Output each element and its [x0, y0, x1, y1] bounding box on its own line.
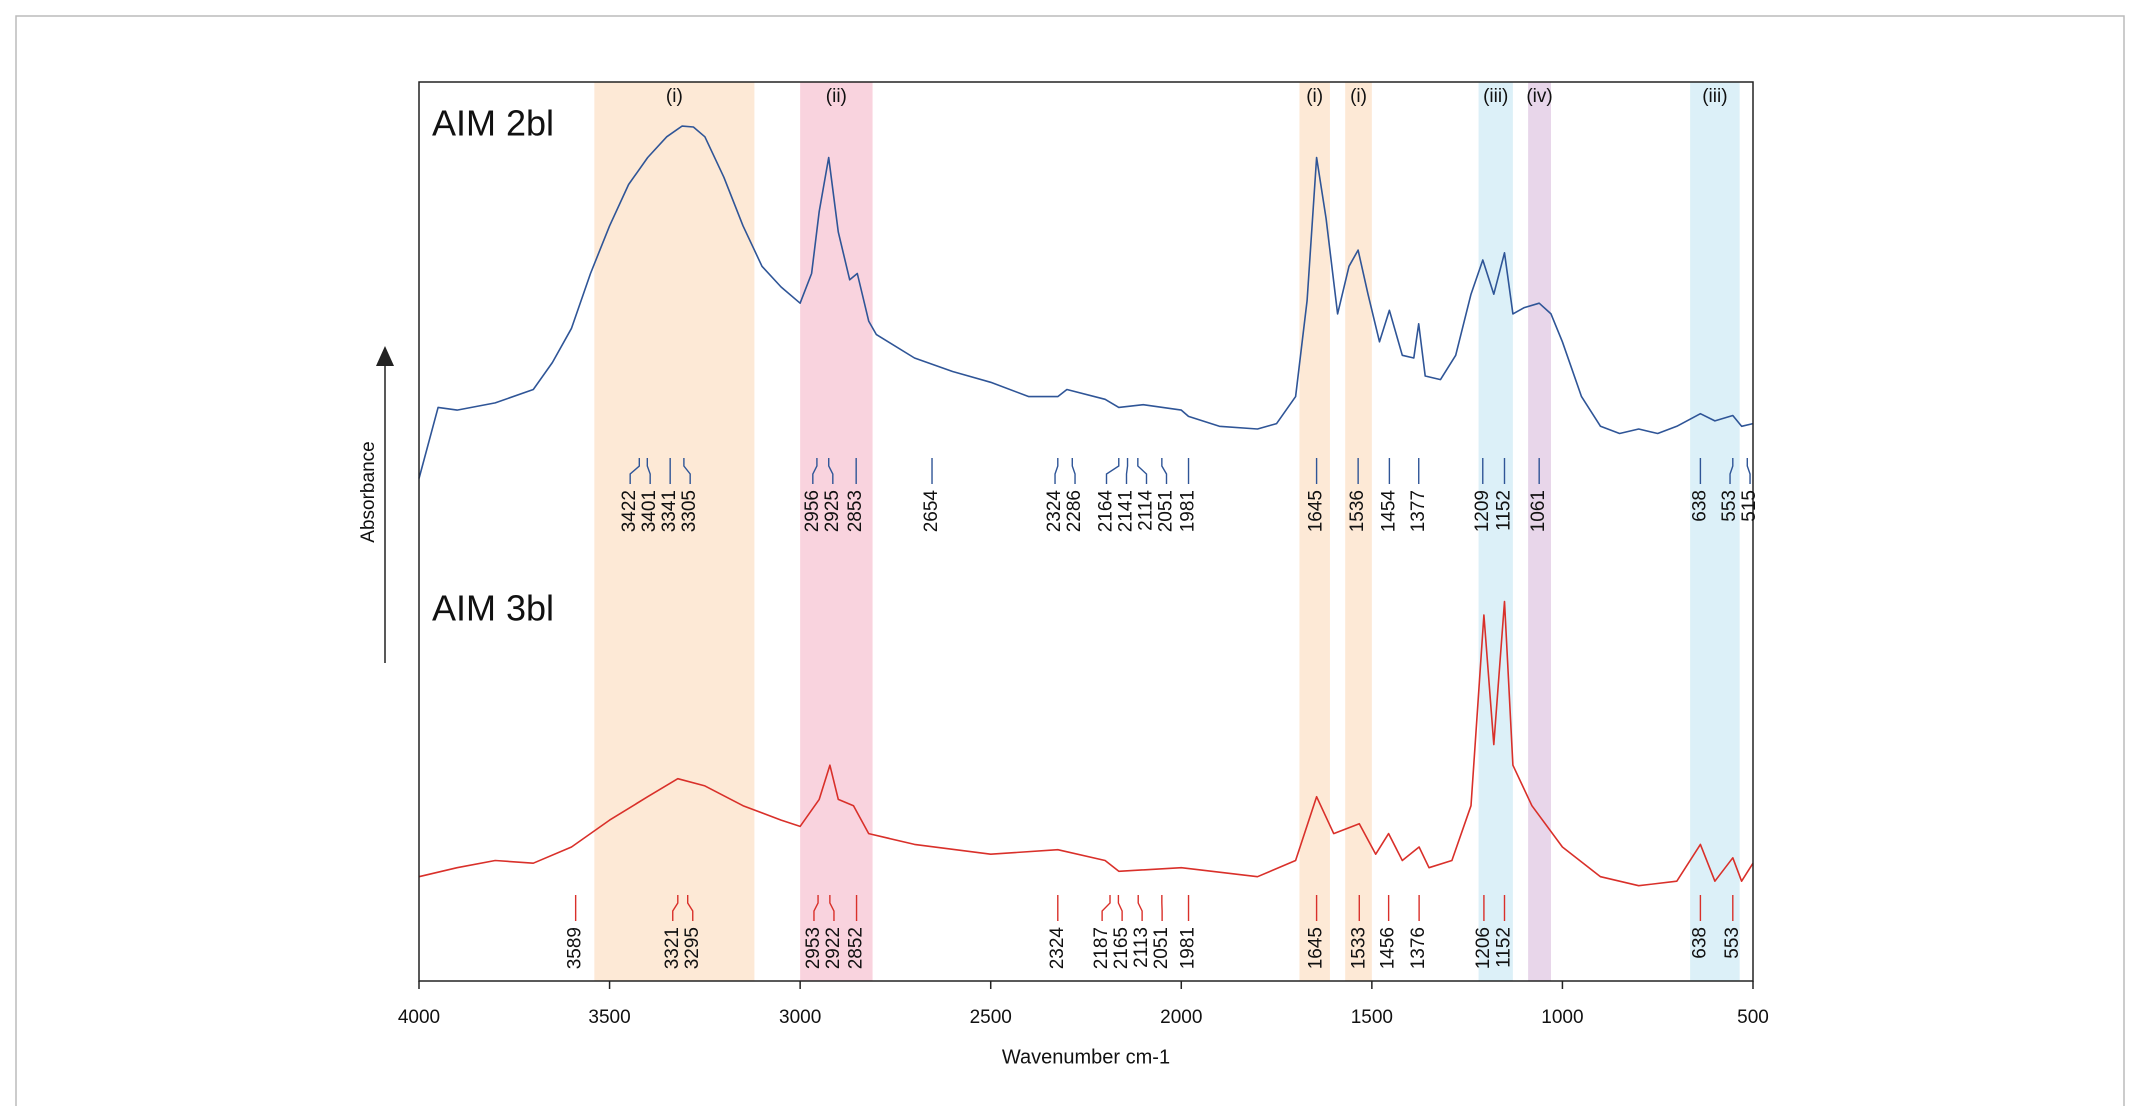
- x-tick-label: 3000: [779, 1007, 821, 1028]
- peak-label: 1645: [1306, 490, 1327, 532]
- peak-label: 3341: [659, 490, 680, 532]
- band-label: (i): [666, 86, 683, 107]
- peak-label: 3589: [565, 927, 586, 969]
- peak-leader: [1137, 458, 1148, 484]
- x-tick-label: 1500: [1351, 1007, 1393, 1028]
- peak-label: 1152: [1494, 927, 1515, 968]
- band: [594, 82, 755, 981]
- peak-label: 1206: [1473, 927, 1494, 969]
- peak-label: 1981: [1178, 490, 1199, 532]
- band-label: (iv): [1526, 86, 1552, 107]
- peak-label: 2286: [1064, 490, 1085, 532]
- figure-border: [15, 15, 2125, 1106]
- x-tick-label: 2500: [970, 1007, 1012, 1028]
- y-arrow-head: [376, 346, 394, 366]
- x-tick-label: 4000: [398, 1007, 440, 1028]
- series-name: AIM 2bl: [432, 103, 554, 144]
- peak-leader: [1746, 458, 1751, 484]
- peak-label: 3295: [682, 927, 703, 969]
- peak-label: 2654: [921, 490, 942, 533]
- peak-leader: [687, 895, 694, 921]
- peak-label: 1456: [1378, 927, 1399, 969]
- peak-leader: [1117, 895, 1123, 921]
- peak-label: 3321: [662, 927, 683, 969]
- peak-leader: [829, 895, 835, 921]
- peak-label: 1376: [1408, 927, 1429, 969]
- peak-leader: [812, 458, 818, 484]
- peak-leader: [1729, 458, 1734, 484]
- peak-label: 553: [1722, 927, 1743, 959]
- y-axis-title: Absorbance: [358, 441, 379, 542]
- band: [1478, 82, 1513, 981]
- peak-leader: [1161, 458, 1168, 484]
- band-label: (iii): [1483, 86, 1508, 107]
- peak-leader: [1137, 895, 1143, 921]
- peak-label: 1209: [1472, 490, 1493, 532]
- peak-leader: [683, 458, 691, 484]
- x-tick-label: 2000: [1160, 1007, 1202, 1028]
- peak-label: 1377: [1408, 490, 1429, 532]
- peak-label: 2852: [846, 927, 867, 969]
- x-axis-title: Wavenumber cm-1: [1002, 1046, 1170, 1068]
- x-tick-label: 500: [1737, 1007, 1769, 1028]
- peak-label: 1061: [1528, 490, 1549, 532]
- peak-leader: [1071, 458, 1076, 484]
- peak-label: 2925: [822, 490, 843, 532]
- spectrum-line: [418, 125, 1754, 479]
- band: [1345, 82, 1372, 981]
- peak-label: 2141: [1116, 490, 1137, 532]
- band-label: (i): [1306, 86, 1323, 107]
- peak-leader: [672, 895, 679, 921]
- peak-label: 515: [1739, 490, 1760, 522]
- series-name: AIM 3bl: [432, 588, 554, 629]
- band-label: (ii): [826, 86, 847, 107]
- peak-label: 2953: [803, 927, 824, 969]
- peak-label: 553: [1719, 490, 1740, 522]
- peak-label: 1536: [1347, 490, 1368, 532]
- peak-leader: [1105, 458, 1120, 484]
- peak-label: 2051: [1156, 490, 1177, 532]
- peak-label: 2187: [1091, 927, 1112, 969]
- peak-label: 2164: [1096, 490, 1117, 533]
- peak-label: 1454: [1378, 490, 1399, 533]
- peak-leader: [1054, 458, 1059, 484]
- peak-label: 2956: [802, 490, 823, 532]
- spectrum-line: [418, 600, 1754, 887]
- peak-label: 2324: [1044, 490, 1065, 533]
- peak-label: 2853: [845, 490, 866, 532]
- peak-label: 1981: [1178, 927, 1199, 969]
- peak-label: 1152: [1494, 490, 1515, 531]
- plot-frame: [418, 81, 1754, 982]
- peak-label: 2165: [1111, 927, 1132, 969]
- peak-label: 3422: [619, 490, 640, 532]
- peak-label: 638: [1689, 927, 1710, 959]
- peak-label: 2922: [823, 927, 844, 969]
- peak-leader: [646, 458, 651, 484]
- peak-label: 2113: [1131, 927, 1152, 968]
- x-tick-label: 1000: [1541, 1007, 1583, 1028]
- peak-label: 2114: [1136, 490, 1157, 531]
- band-label: (iii): [1702, 86, 1727, 107]
- peak-leader: [828, 458, 834, 484]
- x-tick-label: 3500: [588, 1007, 630, 1028]
- peak-label: 1533: [1348, 927, 1369, 969]
- band-label: (i): [1350, 86, 1367, 107]
- marks: [418, 125, 1754, 887]
- peak-leader: [629, 458, 641, 484]
- peak-label: 2051: [1151, 927, 1172, 969]
- band: [800, 82, 873, 981]
- peak-leader: [813, 895, 819, 921]
- peak-leader: [1101, 895, 1111, 921]
- peak-leader: [1125, 458, 1129, 484]
- peak-label: 638: [1689, 490, 1710, 522]
- peak-label: 1645: [1306, 927, 1327, 969]
- band: [1690, 82, 1740, 981]
- peak-label: 3401: [639, 490, 660, 532]
- peak-label: 3305: [679, 490, 700, 532]
- peak-label: 2324: [1047, 927, 1068, 970]
- band: [1528, 82, 1551, 981]
